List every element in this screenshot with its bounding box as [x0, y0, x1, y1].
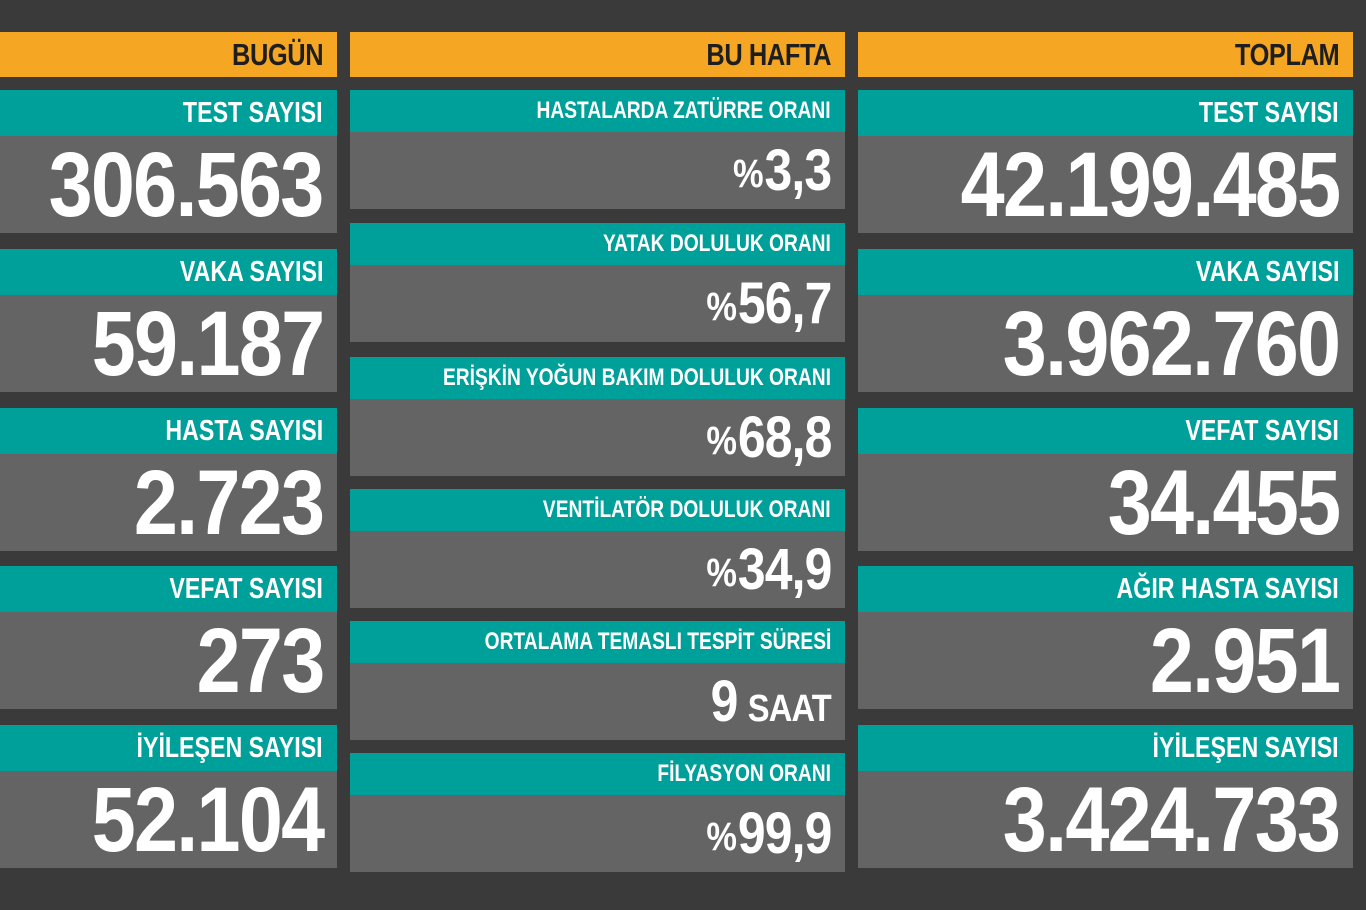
today-recovered-label: İYİLEŞEN SAYISI [0, 725, 337, 771]
week-icu-card: ERİŞKİN YOĞUN BAKIM DOLULUK ORANI %68,8 [350, 357, 845, 476]
week-column: BU HAFTA HASTALARDA ZATÜRRE ORANI %3,3 Y… [350, 32, 845, 872]
total-case-value: 3.962.760 [858, 295, 1353, 392]
today-header: BUGÜN [0, 32, 337, 77]
total-severe-label: AĞIR HASTA SAYISI [858, 566, 1353, 612]
total-test-label: TEST SAYISI [858, 90, 1353, 136]
today-death-value: 273 [0, 612, 337, 709]
percent-sign: % [705, 285, 737, 330]
week-contact-time-card: ORTALAMA TEMASLI TESPİT SÜRESİ 9 SAAT [350, 621, 845, 740]
week-ventilator-value: %34,9 [350, 531, 845, 608]
today-column: BUGÜN TEST SAYISI 306.563 VAKA SAYISI 59… [0, 32, 337, 868]
today-patient-label: HASTA SAYISI [0, 408, 337, 454]
week-pneumonia-card: HASTALARDA ZATÜRRE ORANI %3,3 [350, 90, 845, 209]
week-pneumonia-label: HASTALARDA ZATÜRRE ORANI [350, 90, 845, 132]
total-recovered-label: İYİLEŞEN SAYISI [858, 725, 1353, 771]
today-recovered-value: 52.104 [0, 771, 337, 868]
today-test-label: TEST SAYISI [0, 90, 337, 136]
total-recovered-value: 3.424.733 [858, 771, 1353, 868]
today-case-value: 59.187 [0, 295, 337, 392]
today-test-card: TEST SAYISI 306.563 [0, 90, 337, 233]
today-patient-card: HASTA SAYISI 2.723 [0, 408, 337, 551]
today-test-value: 306.563 [0, 136, 337, 233]
percent-sign: % [705, 815, 737, 860]
today-patient-value: 2.723 [0, 454, 337, 551]
today-death-label: VEFAT SAYISI [0, 566, 337, 612]
total-header: TOPLAM [858, 32, 1353, 77]
today-case-card: VAKA SAYISI 59.187 [0, 249, 337, 392]
week-bed-value: %56,7 [350, 265, 845, 342]
week-contact-time-label: ORTALAMA TEMASLI TESPİT SÜRESİ [350, 621, 845, 663]
week-filiation-card: FİLYASYON ORANI %99,9 [350, 753, 845, 872]
unit-label: SAAT [747, 687, 832, 730]
total-case-card: VAKA SAYISI 3.962.760 [858, 249, 1353, 392]
today-recovered-card: İYİLEŞEN SAYISI 52.104 [0, 725, 337, 868]
today-death-card: VEFAT SAYISI 273 [0, 566, 337, 709]
week-bed-card: YATAK DOLULUK ORANI %56,7 [350, 223, 845, 342]
week-header: BU HAFTA [350, 32, 845, 77]
total-case-label: VAKA SAYISI [858, 249, 1353, 295]
week-icu-label: ERİŞKİN YOĞUN BAKIM DOLULUK ORANI [350, 357, 845, 399]
total-test-value: 42.199.485 [858, 136, 1353, 233]
percent-sign: % [705, 419, 737, 464]
total-test-card: TEST SAYISI 42.199.485 [858, 90, 1353, 233]
week-pneumonia-value: %3,3 [350, 132, 845, 209]
week-ventilator-label: VENTİLATÖR DOLULUK ORANI [350, 489, 845, 531]
total-severe-value: 2.951 [858, 612, 1353, 709]
week-contact-time-value: 9 SAAT [350, 663, 845, 740]
total-death-label: VEFAT SAYISI [858, 408, 1353, 454]
today-case-label: VAKA SAYISI [0, 249, 337, 295]
total-death-value: 34.455 [858, 454, 1353, 551]
total-severe-card: AĞIR HASTA SAYISI 2.951 [858, 566, 1353, 709]
total-death-card: VEFAT SAYISI 34.455 [858, 408, 1353, 551]
percent-sign: % [732, 152, 764, 197]
week-icu-value: %68,8 [350, 399, 845, 476]
percent-sign: % [705, 551, 737, 596]
total-column: TOPLAM TEST SAYISI 42.199.485 VAKA SAYIS… [858, 32, 1353, 868]
total-recovered-card: İYİLEŞEN SAYISI 3.424.733 [858, 725, 1353, 868]
week-ventilator-card: VENTİLATÖR DOLULUK ORANI %34,9 [350, 489, 845, 608]
week-bed-label: YATAK DOLULUK ORANI [350, 223, 845, 265]
week-filiation-label: FİLYASYON ORANI [350, 753, 845, 795]
week-filiation-value: %99,9 [350, 795, 845, 872]
